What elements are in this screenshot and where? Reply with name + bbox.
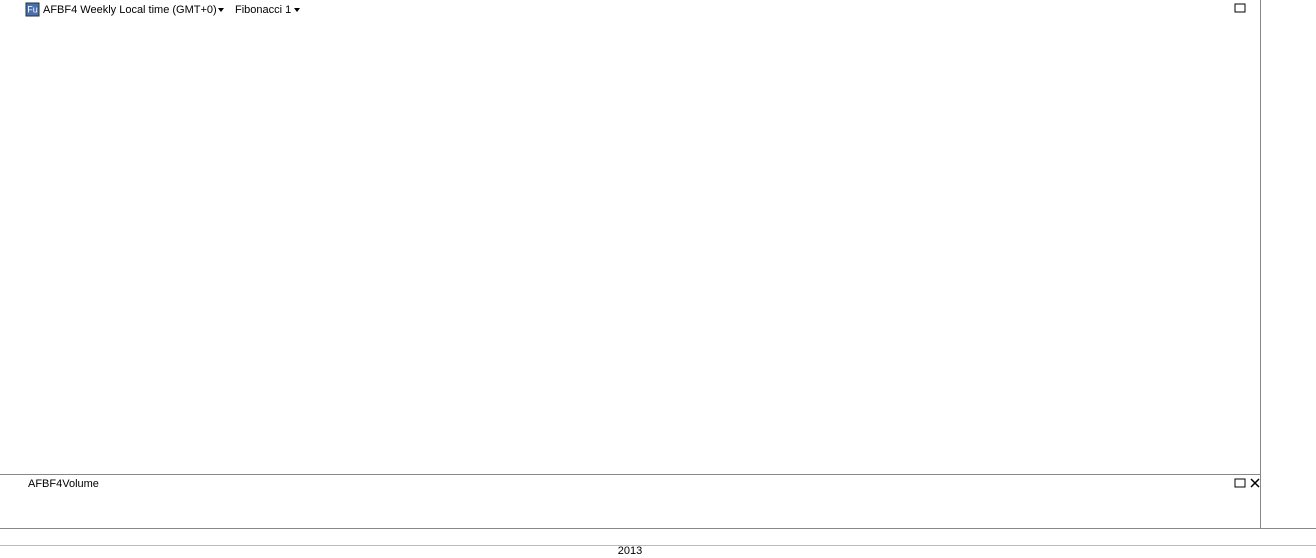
year-label: 2013: [618, 545, 642, 557]
indicator-name[interactable]: Fibonacci 1: [235, 4, 291, 16]
volume-maximize-button[interactable]: [1234, 478, 1246, 488]
title-dropdown[interactable]: [218, 8, 224, 12]
indicator-dropdown[interactable]: [294, 8, 300, 12]
chart-title[interactable]: AFBF4 Weekly Local time (GMT+0): [43, 4, 217, 16]
symbol-icon[interactable]: [25, 2, 40, 17]
volume-close-button[interactable]: [1250, 478, 1260, 488]
price-axis-bg: [1260, 0, 1316, 528]
maximize-button[interactable]: [1234, 3, 1246, 13]
symbol-icon-text: Fu: [27, 4, 38, 14]
volume-title: AFBF4Volume: [28, 478, 99, 490]
